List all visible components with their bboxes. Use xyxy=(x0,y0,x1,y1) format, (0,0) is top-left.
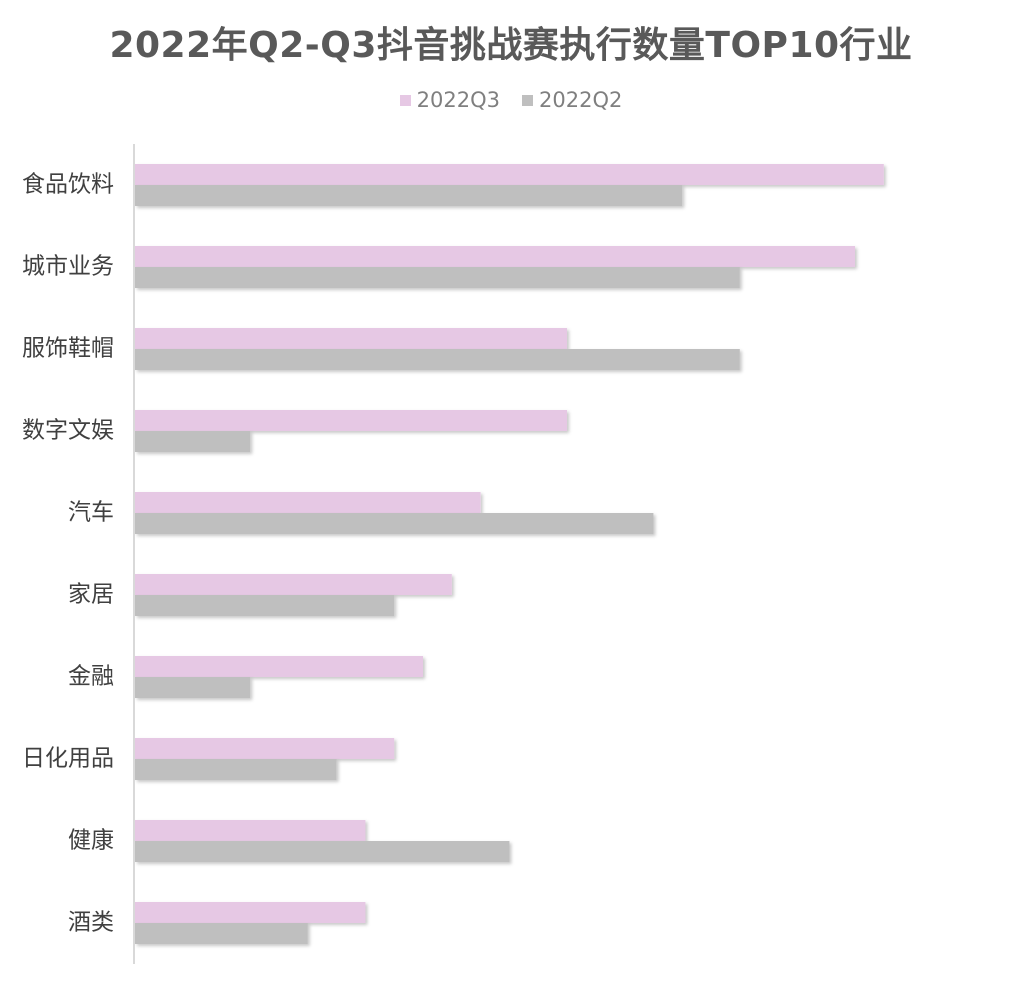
bar-q3-9 xyxy=(135,902,366,923)
category-label: 食品饮料 xyxy=(22,172,114,198)
legend-swatch-q3 xyxy=(399,94,411,106)
bar-q3-1 xyxy=(135,246,855,267)
chart-title: 2022年Q2-Q3抖音挑战赛执行数量TOP10行业 xyxy=(109,25,913,66)
bar-q3-2 xyxy=(135,328,567,349)
category-label: 数字文娱 xyxy=(22,418,114,444)
legend-item-q2: 2022Q2 xyxy=(522,88,622,112)
bar-q3-3 xyxy=(135,410,567,431)
legend-label-q2: 2022Q2 xyxy=(539,88,623,112)
category-label: 酒类 xyxy=(68,910,114,936)
legend-label-q3: 2022Q3 xyxy=(416,88,500,112)
bar-q3-8 xyxy=(135,820,366,841)
category-label: 家居 xyxy=(68,582,114,608)
category-label: 城市业务 xyxy=(22,254,114,280)
bar-q2-3 xyxy=(135,431,251,452)
category-label: 服饰鞋帽 xyxy=(22,336,114,362)
bar-q3-4 xyxy=(135,492,481,513)
category-label: 汽车 xyxy=(68,500,114,526)
bar-q2-0 xyxy=(135,185,683,206)
bar-q3-0 xyxy=(135,164,884,185)
legend-swatch-q2 xyxy=(522,94,533,106)
legend-item-q3: 2022Q3 xyxy=(399,88,500,112)
bar-q2-5 xyxy=(135,595,395,616)
bar-q2-7 xyxy=(135,759,337,780)
category-label: 金融 xyxy=(68,664,114,690)
bar-q2-1 xyxy=(135,267,740,288)
legend: 2022Q3 2022Q2 xyxy=(0,88,1022,112)
category-label: 健康 xyxy=(68,828,114,854)
bar-q2-9 xyxy=(135,923,308,944)
bar-q2-4 xyxy=(135,513,654,534)
category-label: 日化用品 xyxy=(22,746,114,772)
bar-q3-5 xyxy=(135,574,452,595)
bar-q3-6 xyxy=(135,656,423,677)
bar-q3-7 xyxy=(135,738,395,759)
bar-q2-6 xyxy=(135,677,251,698)
bar-q2-8 xyxy=(135,841,510,862)
bar-q2-2 xyxy=(135,349,740,370)
